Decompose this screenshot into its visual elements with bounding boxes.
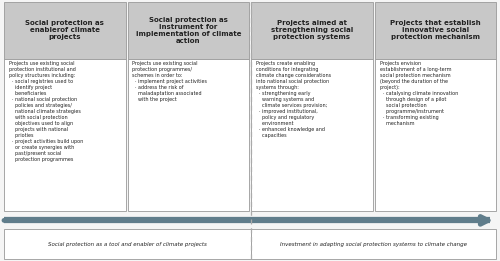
Text: Social protection as a tool and enabler of climate projects: Social protection as a tool and enabler … xyxy=(48,242,207,247)
Bar xyxy=(374,2,496,59)
Text: Projects envision
establishment of a long-term
social protection mechanism
(beyo: Projects envision establishment of a lon… xyxy=(380,61,458,126)
Bar xyxy=(128,59,249,211)
Text: Projects use existing social
protection institutional and
policy structures incl: Projects use existing social protection … xyxy=(9,61,83,162)
Text: Projects aimed at
strengthening social
protection systems: Projects aimed at strengthening social p… xyxy=(270,20,353,40)
Text: Projects use existing social
protection programmes/
schemes in order to:
  · imp: Projects use existing social protection … xyxy=(132,61,208,102)
Bar xyxy=(4,229,251,259)
Text: Social protection as
instrument for
implementation of climate
action: Social protection as instrument for impl… xyxy=(136,17,241,44)
Text: Projects that establish
innovative social
protection mechanism: Projects that establish innovative socia… xyxy=(390,20,480,40)
Bar xyxy=(251,229,496,259)
Bar xyxy=(251,59,372,211)
Bar xyxy=(4,59,126,211)
Bar xyxy=(4,2,126,59)
Text: Social protection as
enablerof climate
projects: Social protection as enablerof climate p… xyxy=(26,20,104,40)
Text: Projects create enabling
conditions for integrating
climate change consideration: Projects create enabling conditions for … xyxy=(256,61,331,138)
Bar xyxy=(128,2,249,59)
Bar xyxy=(374,59,496,211)
Text: Investment in adapting social protection systems to climate change: Investment in adapting social protection… xyxy=(280,242,467,247)
Bar xyxy=(251,2,372,59)
